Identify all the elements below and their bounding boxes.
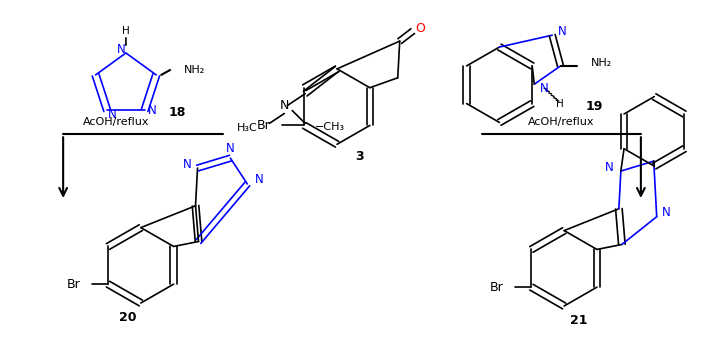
Text: N: N (108, 108, 116, 121)
Text: 18: 18 (169, 106, 186, 119)
Text: −CH₃: −CH₃ (316, 122, 345, 132)
Text: AcOH/reflux: AcOH/reflux (83, 117, 149, 127)
Text: 20: 20 (119, 312, 137, 324)
Text: H₃C: H₃C (237, 124, 257, 134)
Text: N: N (605, 161, 613, 174)
Text: H: H (557, 99, 564, 109)
Text: AcOH/reflux: AcOH/reflux (528, 117, 594, 127)
Text: Br: Br (257, 119, 270, 132)
Text: N: N (183, 158, 192, 171)
Text: N: N (116, 42, 125, 56)
Text: NH₂: NH₂ (184, 65, 206, 75)
Text: H: H (122, 26, 130, 36)
Text: NH₂: NH₂ (591, 58, 612, 68)
Text: N: N (255, 173, 264, 187)
Text: Br: Br (67, 278, 80, 290)
Text: 21: 21 (570, 314, 588, 328)
Text: O: O (415, 22, 425, 35)
Text: N: N (279, 99, 289, 112)
Text: N: N (540, 82, 549, 95)
Text: N: N (226, 142, 235, 155)
Text: N: N (558, 25, 566, 38)
Text: 19: 19 (586, 100, 603, 113)
Text: N: N (662, 206, 671, 219)
Text: N: N (148, 104, 157, 117)
Text: Br: Br (490, 281, 503, 294)
Text: 3: 3 (356, 150, 364, 163)
